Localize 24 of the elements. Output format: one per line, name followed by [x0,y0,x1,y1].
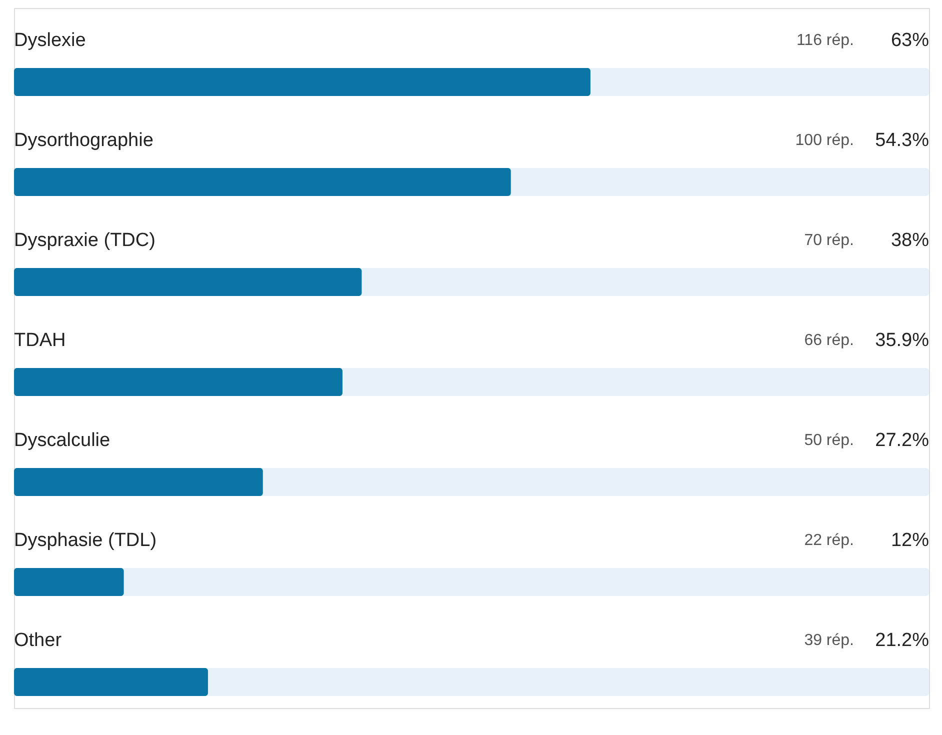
data-label: 27.2% [875,430,930,451]
y-tick-label: Dysorthographie [14,130,154,151]
y-tick-label: Dyscalculie [14,430,110,451]
annotation: 116 rép. [796,32,854,49]
annotation: 100 rép. [795,132,854,149]
data-label: 38% [890,230,930,251]
annotation: 50 rép. [804,432,854,449]
y-tick-label: Dysphasie (TDL) [14,530,157,551]
annotation: 39 rép. [804,632,854,649]
data-label: 35.9% [875,330,930,351]
y-tick-label: Other [14,630,62,651]
data-label: 54.3% [875,130,930,151]
bar [14,668,208,696]
data-label: 63% [890,30,930,51]
annotation: 66 rép. [804,332,854,349]
bar [14,468,263,496]
bar [14,568,124,596]
y-tick-label: Dyslexie [14,30,86,51]
y-tick-label: Dyspraxie (TDC) [14,230,156,251]
y-tick-label: TDAH [14,330,66,351]
data-label: 12% [890,530,930,551]
annotation: 70 rép. [804,232,854,249]
data-label: 21.2% [875,630,930,651]
annotation: 22 rép. [804,532,854,549]
